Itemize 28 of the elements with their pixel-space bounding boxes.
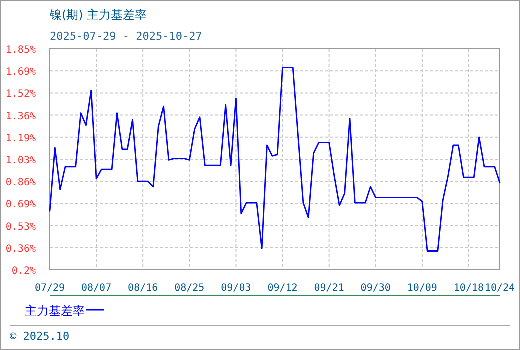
x-tick-label: 09/03 <box>221 283 252 294</box>
chart-subtitle: 2025-07-29 - 2025-10-27 <box>50 30 202 43</box>
x-tick-label: 07/29 <box>34 283 66 294</box>
x-tick-label: 09/30 <box>360 283 391 294</box>
line-series <box>49 67 501 252</box>
x-tick-label: 10/09 <box>407 283 438 294</box>
legend-label: 主力基差率 <box>25 304 85 318</box>
y-tick-label: 1.85% <box>6 45 36 56</box>
x-tick-label: 08/25 <box>174 283 205 294</box>
y-tick-label: 1.19% <box>6 133 36 144</box>
y-tick-label: 1.69% <box>6 67 36 78</box>
y-tick-label: 0.69% <box>6 200 36 211</box>
chart-title: 镍(期) 主力基差率 <box>49 8 148 22</box>
x-tick-label: 08/07 <box>81 283 112 294</box>
x-tick-label: 09/12 <box>268 283 298 294</box>
y-tick-label: 0.53% <box>6 222 36 233</box>
y-tick-label: 0.36% <box>6 244 36 255</box>
legend: 主力基差率 <box>25 304 104 318</box>
y-tick-label: 0.2% <box>12 266 36 277</box>
x-tick-label: 10/18 <box>454 283 484 294</box>
x-tick-label: 10/24 <box>484 283 516 294</box>
x-tick-label: 09/21 <box>314 283 344 294</box>
text: © 2025.10 <box>10 330 70 343</box>
y-tick-label: 0.86% <box>6 178 36 189</box>
y-tick-label: 1.03% <box>6 156 36 166</box>
x-tick-label: 08/16 <box>128 283 158 294</box>
y-tick-label: 1.52% <box>6 89 36 100</box>
y-tick-label: 1.36% <box>6 111 36 122</box>
